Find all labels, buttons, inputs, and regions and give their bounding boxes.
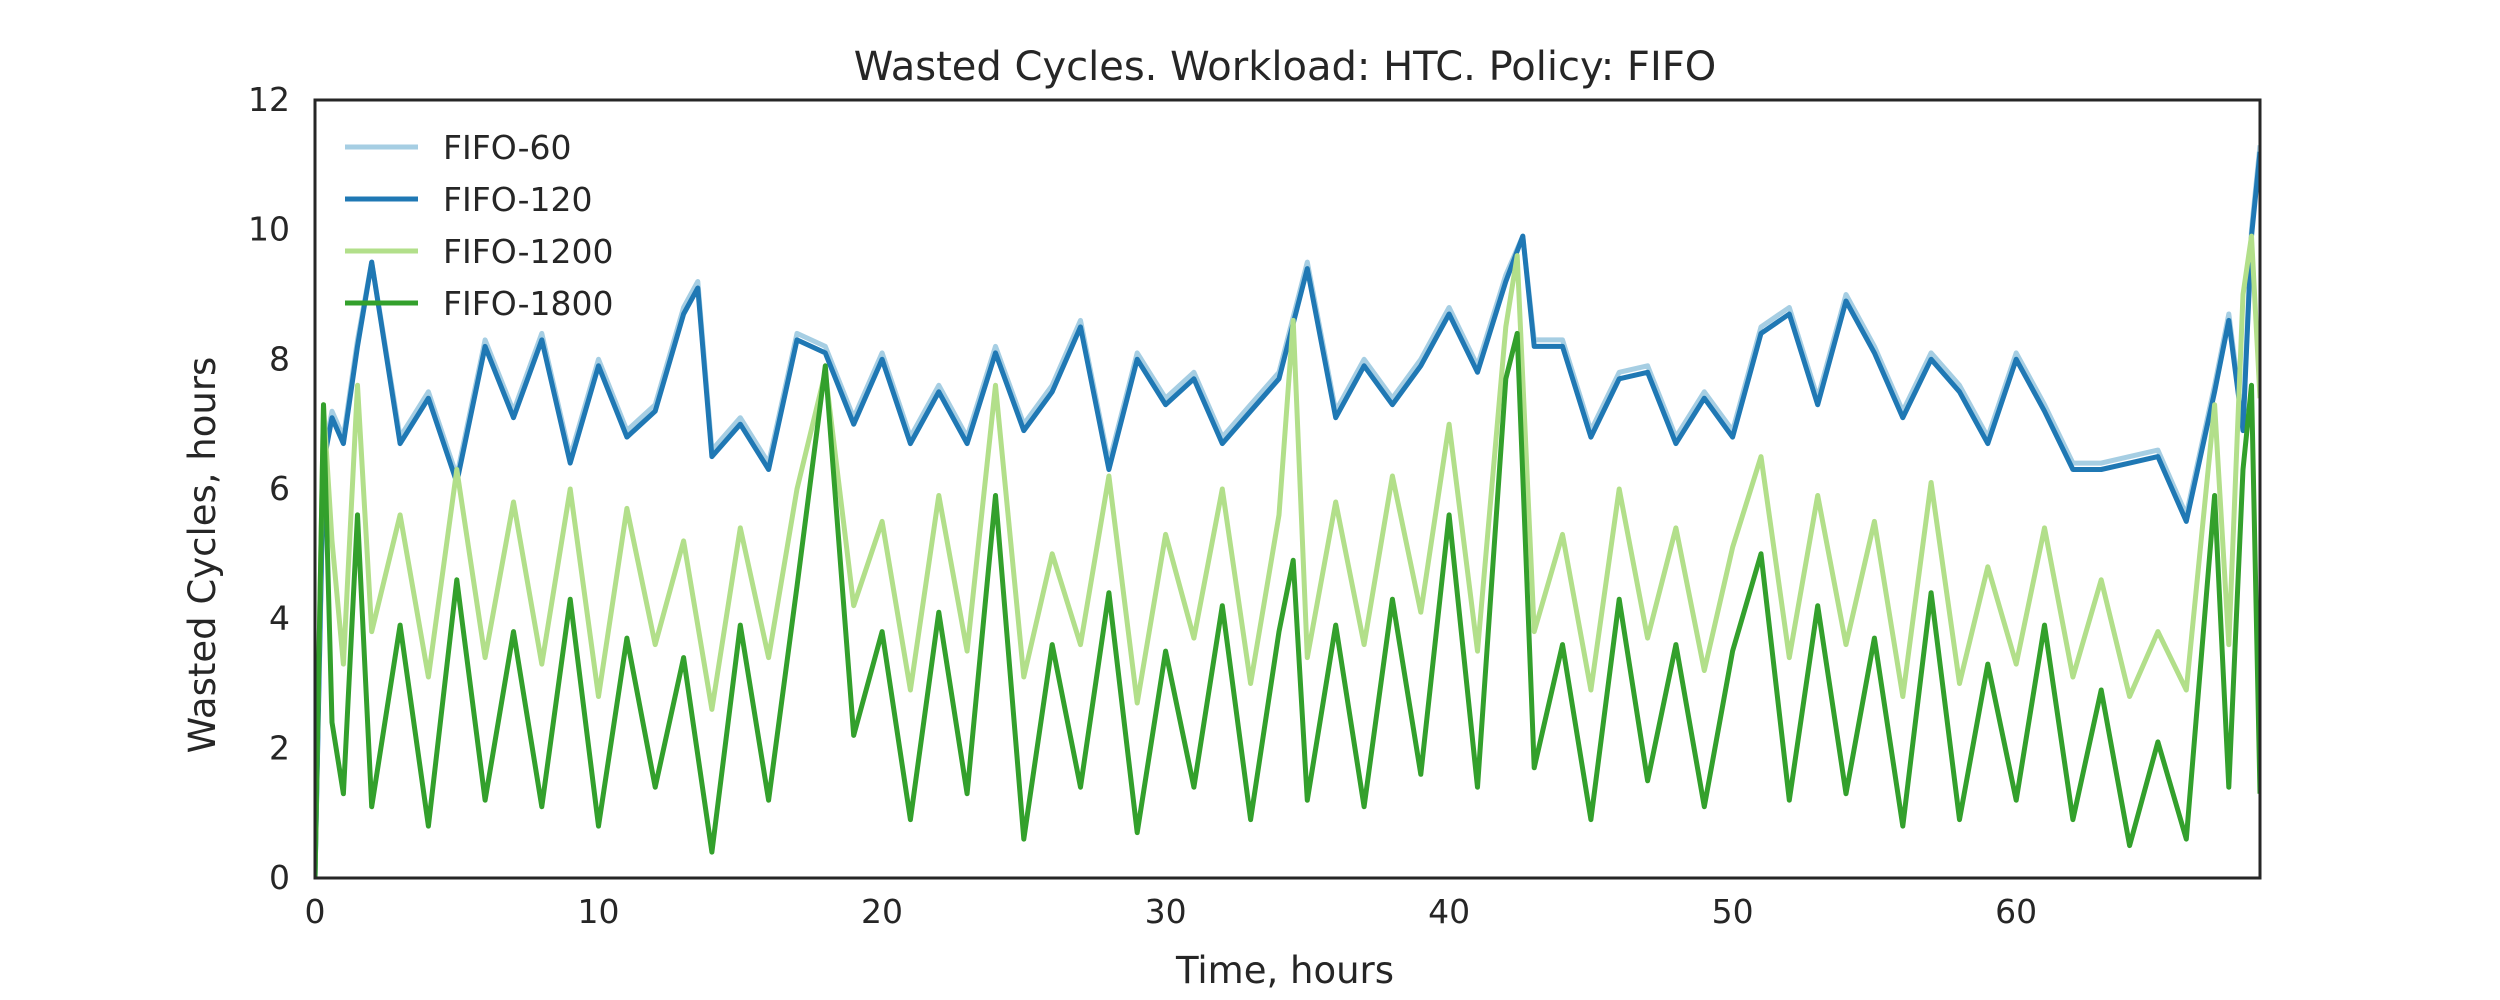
x-tick-label: 60 bbox=[1995, 892, 2037, 931]
x-tick-label: 40 bbox=[1428, 892, 1470, 931]
x-tick-label: 20 bbox=[861, 892, 903, 931]
x-tick-label: 50 bbox=[1712, 892, 1754, 931]
y-tick-label: 2 bbox=[269, 728, 290, 767]
series-line-fifo-120 bbox=[315, 151, 2260, 878]
y-tick-labels: 0 2 4 6 8 10 12 bbox=[248, 80, 290, 897]
series-line-fifo-1200 bbox=[315, 233, 2260, 878]
y-tick-label: 4 bbox=[269, 599, 290, 638]
y-tick-label: 10 bbox=[248, 210, 290, 249]
legend: FIFO-60 FIFO-120 FIFO-1200 FIFO-1800 bbox=[345, 128, 613, 323]
x-axis-label: Time, hours bbox=[1175, 949, 1394, 992]
chart-title: Wasted Cycles. Workload: HTC. Policy: FI… bbox=[854, 44, 1716, 90]
plot-frame bbox=[313, 98, 2262, 880]
legend-label: FIFO-1800 bbox=[443, 284, 613, 323]
series-layer bbox=[315, 145, 2260, 878]
y-axis-label: Wasted Cycles, hours bbox=[181, 357, 224, 754]
x-tick-label: 10 bbox=[578, 892, 620, 931]
y-tick-label: 0 bbox=[269, 858, 290, 897]
y-tick-label: 6 bbox=[269, 469, 290, 508]
legend-label: FIFO-1200 bbox=[443, 232, 613, 271]
x-tick-label: 0 bbox=[305, 892, 326, 931]
x-tick-label: 30 bbox=[1145, 892, 1187, 931]
y-tick-label: 12 bbox=[248, 80, 290, 119]
legend-label: FIFO-120 bbox=[443, 180, 592, 219]
x-tick-labels: 0 10 20 30 40 50 60 bbox=[305, 892, 2038, 931]
series-line-fifo-1800 bbox=[315, 330, 2260, 878]
y-tick-label: 8 bbox=[269, 339, 290, 378]
legend-label: FIFO-60 bbox=[443, 128, 572, 167]
